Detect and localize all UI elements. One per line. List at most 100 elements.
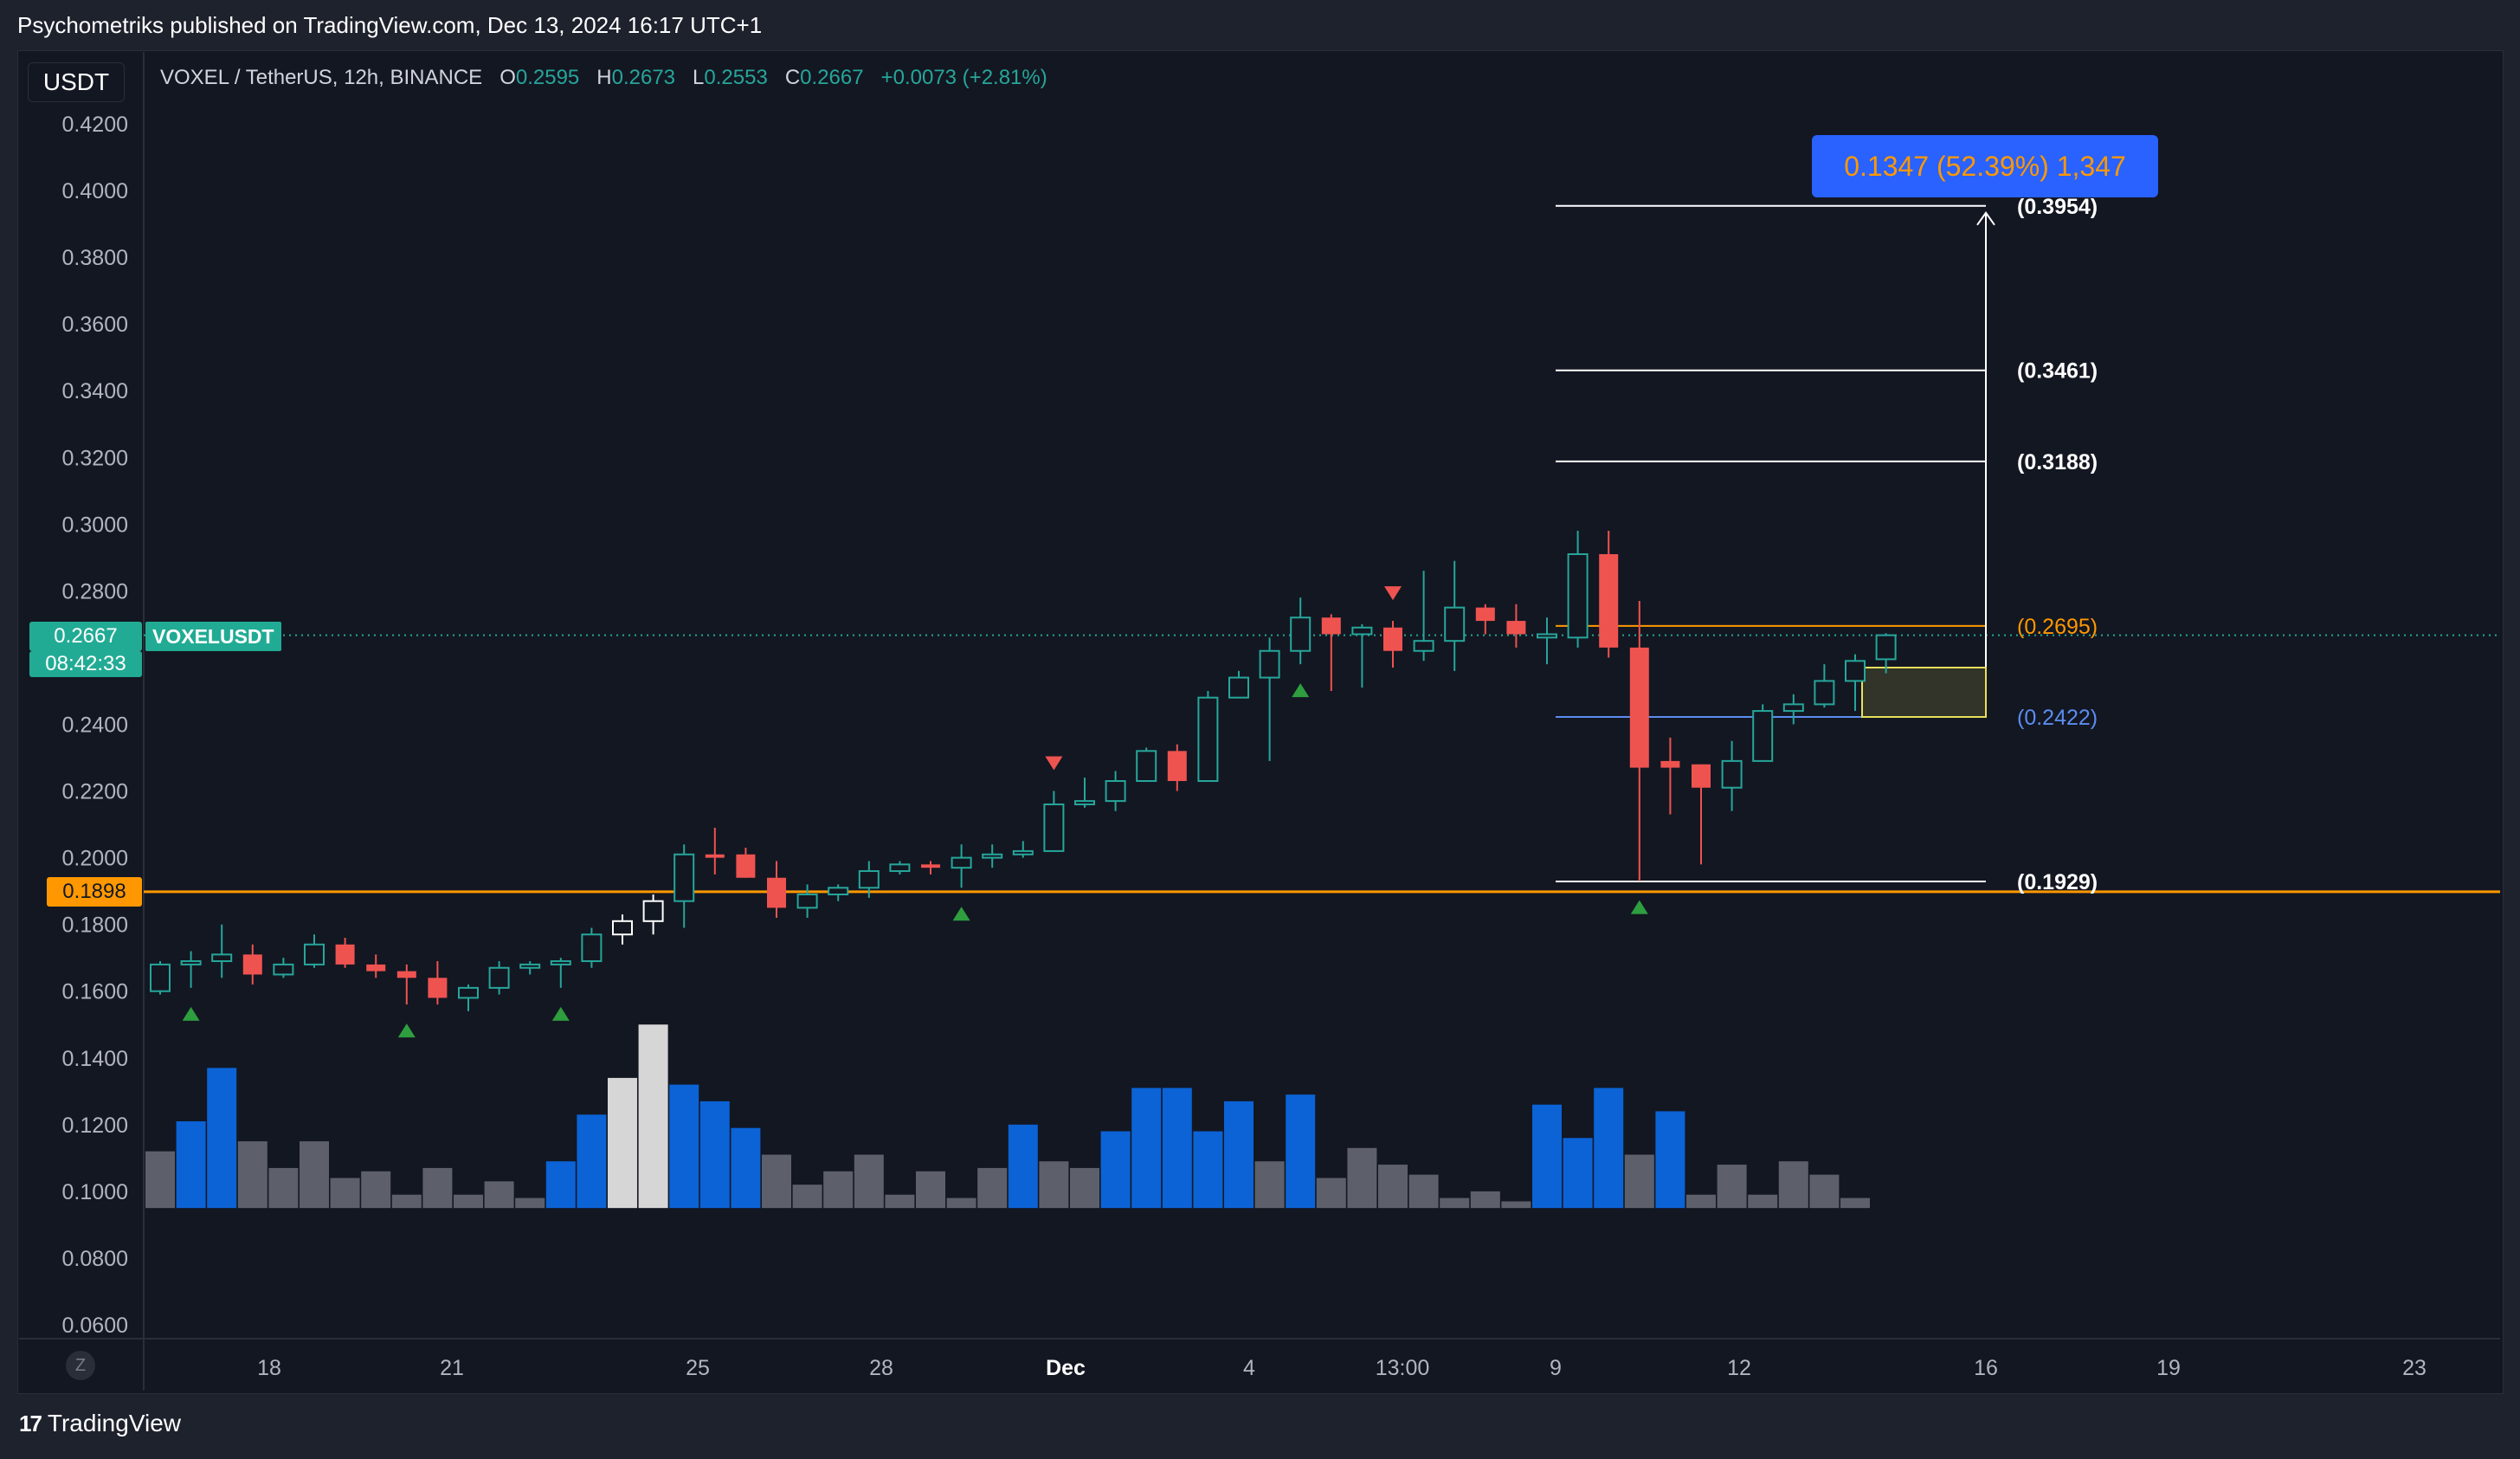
candle-body [1692, 764, 1711, 788]
x-tick-label: 28 [869, 1356, 893, 1380]
candle-body [1413, 640, 1434, 652]
volume-bar [454, 1194, 483, 1209]
candle-body [951, 856, 972, 869]
volume-bar [946, 1198, 976, 1209]
x-tick-label: 21 [440, 1356, 464, 1380]
volume-bar [608, 1077, 637, 1209]
volume-bar [823, 1171, 854, 1209]
y-tick-label: 0.2400 [62, 713, 128, 738]
support-level-tag: 0.1898 [47, 877, 142, 907]
candle-body [1537, 633, 1557, 639]
volume-bar [268, 1167, 299, 1209]
candle-body [1506, 621, 1526, 635]
volume-bar [638, 1024, 668, 1209]
y-tick-label: 0.1600 [62, 980, 128, 1004]
volume-bar [1624, 1154, 1654, 1209]
candle-body [366, 964, 386, 972]
volume-bar [1100, 1131, 1131, 1209]
volume-bar [391, 1194, 422, 1209]
target-zone-box [1861, 667, 1987, 719]
y-tick-label: 0.4200 [62, 113, 128, 137]
volume-bar [699, 1101, 730, 1209]
volume-bar [145, 1151, 175, 1209]
volume-bar [484, 1181, 514, 1209]
volume-bar [1840, 1198, 1870, 1209]
volume-bar [854, 1154, 884, 1209]
candle-body [1567, 553, 1589, 639]
volume-bar [1748, 1194, 1778, 1209]
legend-high-label: H [596, 66, 612, 89]
target-level-label: (0.3461) [2017, 359, 2098, 384]
candle-body [1721, 759, 1743, 789]
volume-bar [1440, 1198, 1470, 1209]
candle-body [828, 887, 849, 895]
candle-body [1444, 606, 1466, 642]
y-tick-label: 0.4000 [62, 179, 128, 203]
y-tick-label: 0.0800 [62, 1247, 128, 1271]
candle-body [858, 870, 880, 889]
candle-body [767, 877, 786, 908]
candle-body [921, 864, 940, 868]
candle-body [488, 966, 510, 989]
target-level-label: (0.2422) [2017, 706, 2098, 730]
target-level-label: (0.2695) [2017, 615, 2098, 639]
candle-body [1012, 849, 1034, 855]
sell-signal-marker [1384, 586, 1402, 601]
volume-bar [1655, 1111, 1685, 1209]
candle-body [1752, 710, 1774, 762]
volume-bar [1193, 1131, 1223, 1209]
currency-unit-button[interactable]: USDT [28, 62, 125, 102]
legend-low: 0.2553 [704, 66, 768, 89]
legend-open-label: O [499, 66, 516, 89]
candle-body [1290, 617, 1312, 652]
x-tick-label: 16 [1974, 1356, 1998, 1380]
volume-bar [1254, 1161, 1285, 1209]
candle-body [1321, 617, 1341, 635]
candle-body [1228, 676, 1249, 699]
volume-bar [577, 1114, 607, 1209]
candle-body [1351, 626, 1373, 636]
measure-tool-label[interactable]: 0.1347 (52.39%) 1,347 [1812, 135, 2158, 197]
y-tick-label: 0.3200 [62, 446, 128, 470]
legend-low-label: L [693, 66, 705, 89]
zoom-reset-button[interactable]: Z [66, 1351, 95, 1380]
legend-symbol: VOXEL / TetherUS, 12h, BINANCE [160, 66, 483, 89]
volume-bar [515, 1198, 545, 1209]
candle-body [396, 971, 416, 978]
candle-body [674, 853, 695, 902]
volume-bar [1224, 1101, 1254, 1209]
x-tick-label: 23 [2402, 1356, 2427, 1380]
legend-open: 0.2595 [515, 66, 580, 89]
candle-body [1105, 779, 1126, 803]
candle-body [612, 920, 633, 936]
volume-bar [1162, 1088, 1192, 1209]
volume-bar [207, 1068, 237, 1209]
candle-body [242, 954, 262, 975]
current-price-tag: 0.2667 [29, 622, 142, 651]
candle-body [1475, 607, 1495, 622]
candle-body [1660, 760, 1680, 768]
y-tick-label: 0.0600 [62, 1314, 128, 1338]
candle-body [1875, 634, 1897, 661]
volume-bar [300, 1141, 329, 1209]
y-tick-label: 0.2000 [62, 847, 128, 871]
candle-body [736, 854, 756, 878]
candle-body [1383, 627, 1402, 651]
candle-body [180, 960, 202, 965]
volume-bar [1686, 1194, 1716, 1209]
volume-bar [545, 1161, 576, 1209]
volume-bar [330, 1178, 360, 1209]
volume-bar [1070, 1167, 1099, 1209]
candle-body [428, 978, 448, 998]
candle-body [1814, 680, 1835, 706]
tradingview-logo[interactable]: 17 TradingView [19, 1410, 181, 1437]
candle-body [550, 960, 571, 965]
y-tick-label: 0.3000 [62, 513, 128, 537]
volume-bar [1778, 1161, 1808, 1209]
y-tick-label: 0.3400 [62, 379, 128, 403]
buy-signal-marker [551, 1006, 570, 1021]
y-tick-label: 0.1800 [62, 913, 128, 938]
y-tick-label: 0.1200 [62, 1114, 128, 1138]
candle-body [1167, 751, 1187, 781]
